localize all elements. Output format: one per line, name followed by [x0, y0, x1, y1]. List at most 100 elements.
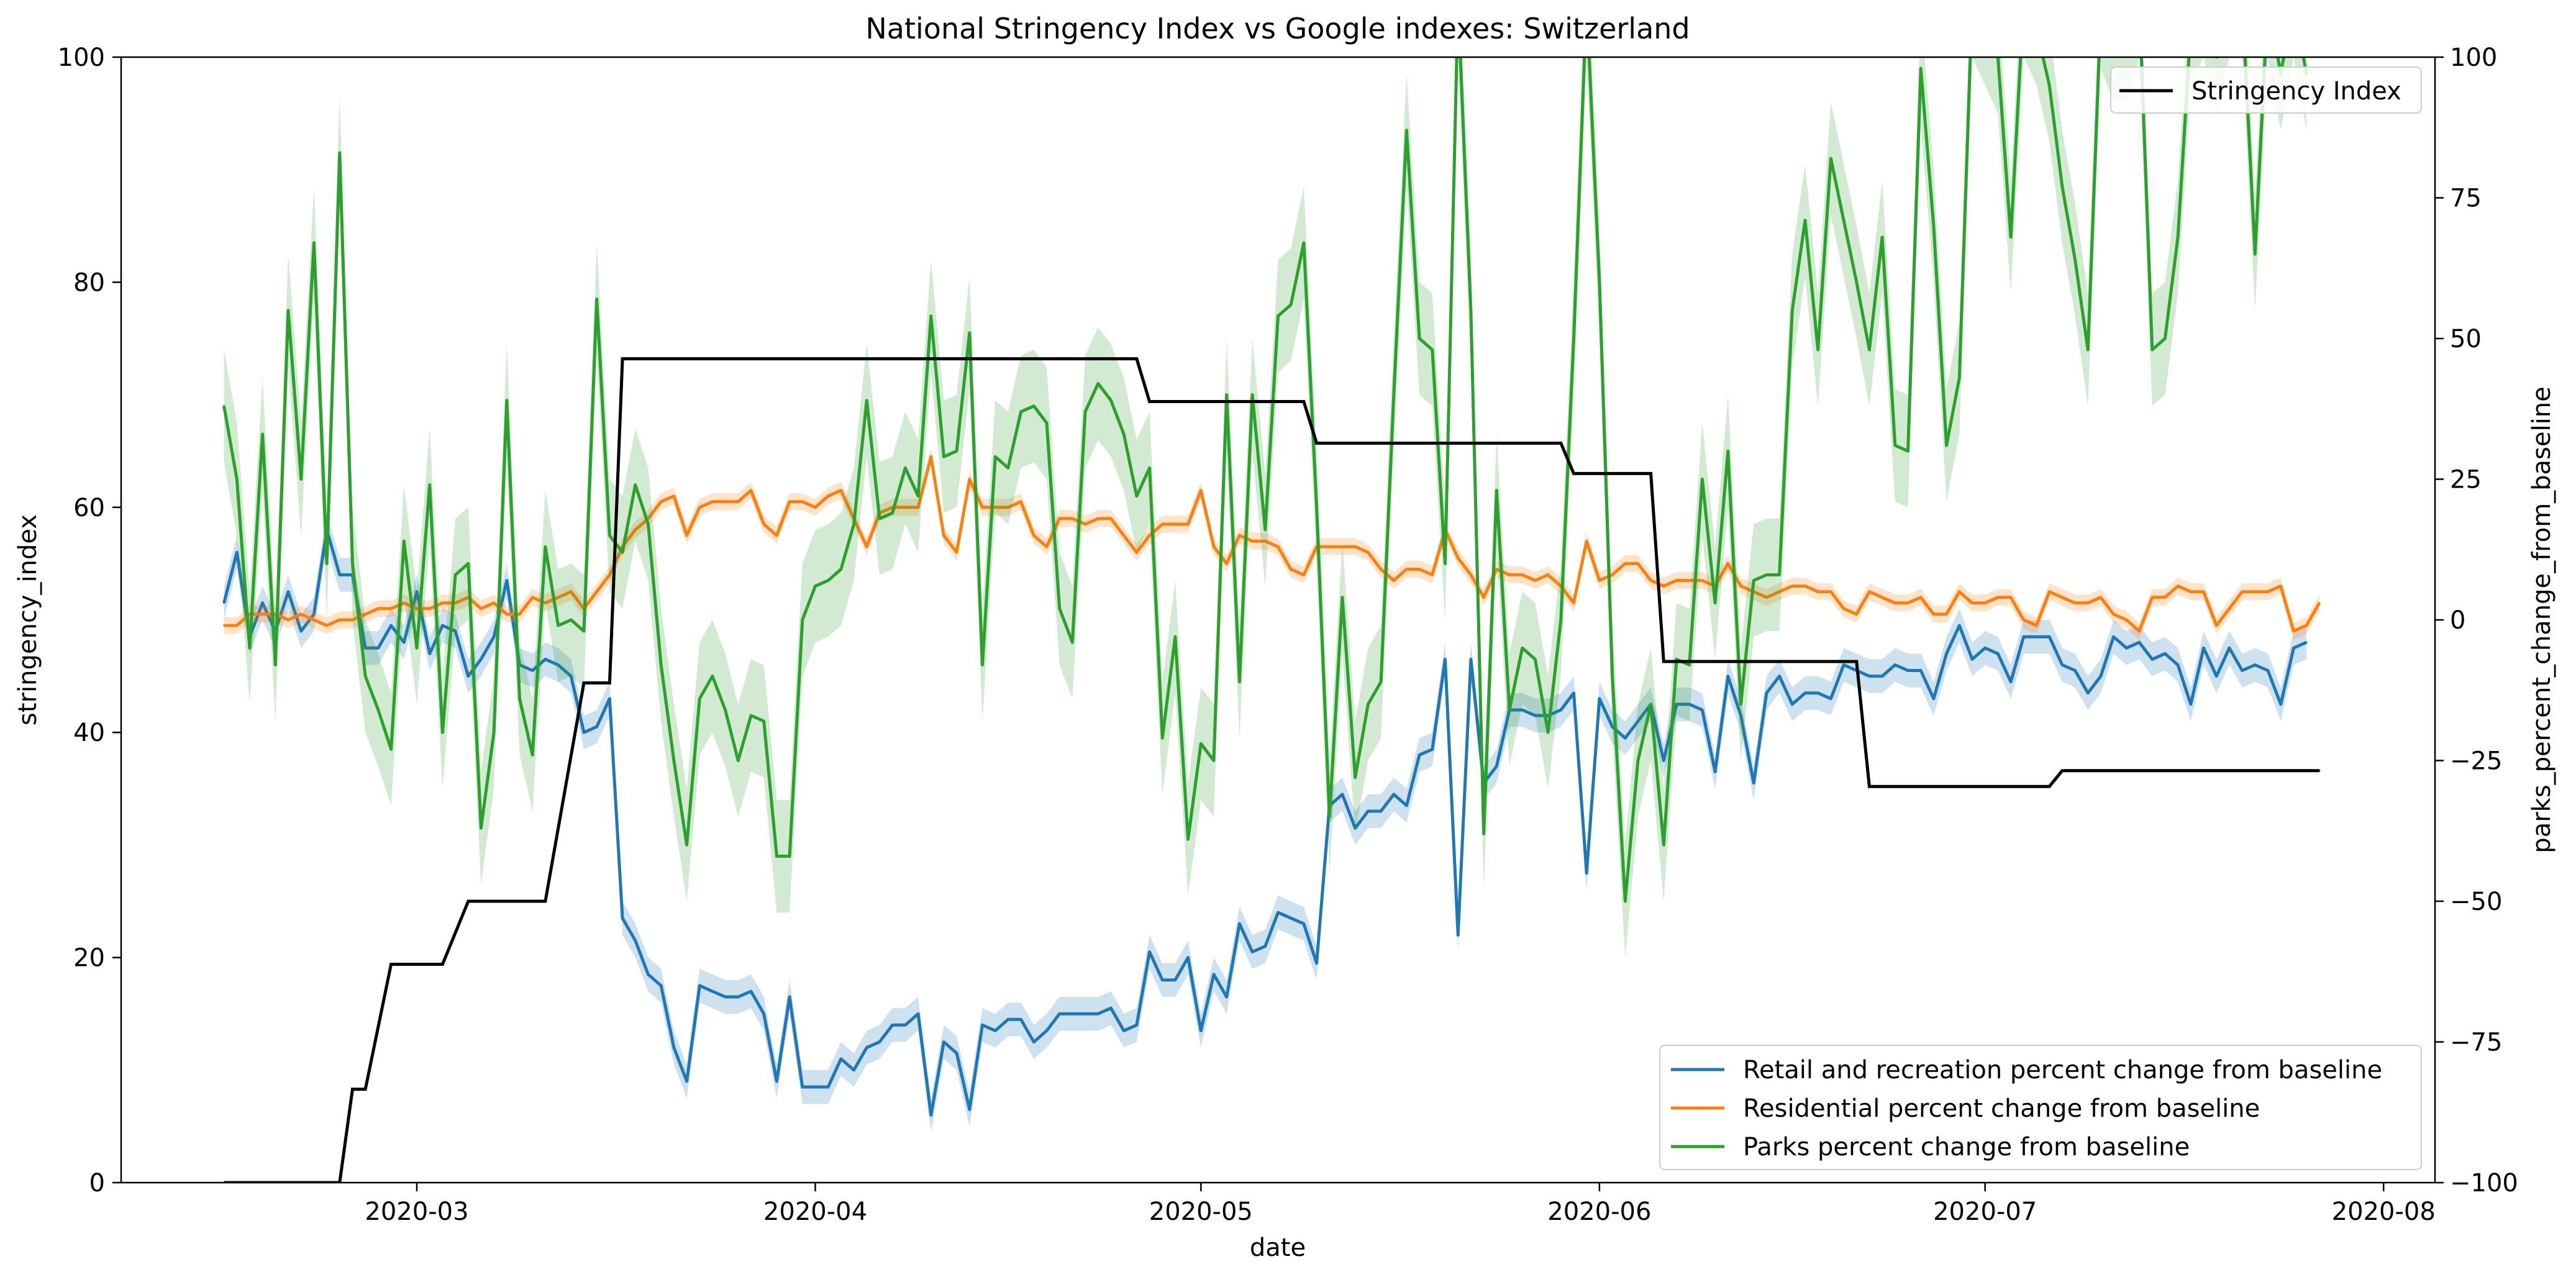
- data-point-parks: [1842, 219, 1845, 222]
- data-point-parks: [262, 433, 264, 435]
- data-point-parks: [1020, 411, 1022, 413]
- data-point-stringency: [1560, 442, 1562, 444]
- data-point-parks: [1328, 816, 1331, 818]
- data-point-parks: [1032, 405, 1035, 407]
- y-tick-label-right: −25: [2450, 747, 2502, 776]
- data-point-residential: [1624, 562, 1626, 565]
- data-point-residential: [608, 574, 611, 576]
- data-point-parks: [1470, 309, 1472, 312]
- y-tick-label-right: −75: [2450, 1029, 2502, 1057]
- data-point-residential: [1405, 568, 1408, 570]
- data-point-parks: [698, 698, 701, 700]
- data-point-parks: [1354, 776, 1357, 779]
- data-point-residential: [1573, 602, 1575, 604]
- data-point-retail: [557, 664, 560, 666]
- data-point-residential: [403, 602, 405, 604]
- data-point-retail: [865, 1047, 868, 1049]
- data-point-parks: [891, 512, 894, 514]
- data-point-stringency: [1662, 660, 1665, 663]
- data-point-residential: [454, 602, 457, 604]
- band-retail: [224, 512, 2307, 1132]
- data-point-retail: [1714, 771, 1716, 773]
- data-point-retail: [1071, 1012, 1073, 1015]
- data-point-retail: [1971, 658, 1973, 660]
- data-point-retail: [403, 641, 405, 643]
- data-point-residential: [968, 478, 971, 480]
- data-point-residential: [1521, 574, 1524, 576]
- series-line-residential: [224, 455, 2321, 633]
- data-point-retail: [1752, 782, 1755, 784]
- data-point-retail: [904, 1024, 906, 1026]
- data-point-parks: [287, 309, 289, 312]
- data-point-retail: [583, 731, 585, 734]
- legend-bottom: Retail and recreation percent change fro…: [1659, 1045, 2422, 1170]
- data-point-retail: [763, 1012, 765, 1015]
- y-tick-label-left: 100: [58, 43, 105, 72]
- data-point-parks: [775, 855, 778, 857]
- data-point-retail: [2164, 652, 2166, 655]
- data-point-parks: [1149, 466, 1151, 469]
- data-point-residential: [1328, 545, 1331, 548]
- y-tick-label-right: 100: [2450, 43, 2497, 72]
- data-point-residential: [1367, 551, 1369, 553]
- data-point-retail: [1727, 675, 1729, 678]
- data-point-retail: [955, 1052, 958, 1055]
- data-point-parks: [325, 562, 328, 565]
- data-point-parks: [1637, 760, 1639, 761]
- data-point-retail: [981, 1024, 983, 1026]
- data-point-parks: [1868, 348, 1870, 351]
- data-point-retail: [441, 624, 444, 627]
- data-point-residential: [1303, 574, 1305, 576]
- data-point-parks: [1534, 658, 1536, 660]
- x-tick-label: 2020-03: [365, 1198, 468, 1226]
- data-point-residential: [2061, 596, 2064, 599]
- data-point-residential: [775, 534, 778, 537]
- data-point-residential: [1508, 574, 1511, 576]
- data-point-retail: [1213, 973, 1215, 976]
- data-point-residential: [1045, 545, 1048, 548]
- data-point-retail: [1187, 957, 1190, 959]
- data-point-parks: [1264, 529, 1267, 531]
- data-point-residential: [441, 602, 444, 604]
- data-point-residential: [711, 501, 714, 503]
- data-point-parks: [2177, 236, 2179, 239]
- data-point-retail: [1277, 911, 1279, 914]
- data-point-residential: [364, 613, 366, 616]
- data-point-residential: [2151, 596, 2154, 599]
- data-point-parks: [660, 664, 662, 666]
- data-point-retail: [2138, 641, 2141, 643]
- data-point-residential: [1264, 540, 1267, 542]
- legend-top: Stringency Index: [2110, 66, 2422, 114]
- data-point-parks: [1122, 433, 1125, 435]
- data-point-parks: [1290, 304, 1292, 306]
- data-point-stringency: [1855, 660, 1858, 663]
- data-point-residential: [1804, 585, 1806, 588]
- data-point-residential: [1007, 506, 1009, 509]
- data-point-retail: [1958, 624, 1960, 627]
- data-point-parks: [981, 664, 983, 666]
- data-point-retail: [1611, 725, 1614, 728]
- data-point-parks: [454, 574, 457, 576]
- data-point-residential: [1161, 523, 1163, 525]
- data-point-parks: [1804, 219, 1806, 222]
- data-point-retail: [891, 1024, 894, 1026]
- data-point-residential: [698, 506, 701, 509]
- data-point-parks: [763, 720, 765, 722]
- data-point-parks: [1045, 422, 1048, 424]
- data-point-retail: [2100, 675, 2102, 678]
- data-point-retail: [1122, 1029, 1125, 1032]
- data-point-parks: [506, 399, 508, 402]
- data-point-retail: [531, 670, 534, 671]
- y-tick-label-left: 40: [73, 719, 105, 747]
- data-point-residential: [1071, 517, 1073, 520]
- legend-label-parks: Parks percent change from baseline: [1743, 1133, 2190, 1162]
- data-point-stringency: [364, 1088, 366, 1091]
- data-point-parks: [750, 714, 752, 717]
- data-point-residential: [2138, 630, 2141, 632]
- data-point-stringency: [596, 682, 598, 684]
- data-point-retail: [1161, 979, 1163, 981]
- data-point-residential: [1277, 545, 1279, 548]
- data-point-retail: [2280, 703, 2282, 706]
- data-point-residential: [1187, 523, 1190, 525]
